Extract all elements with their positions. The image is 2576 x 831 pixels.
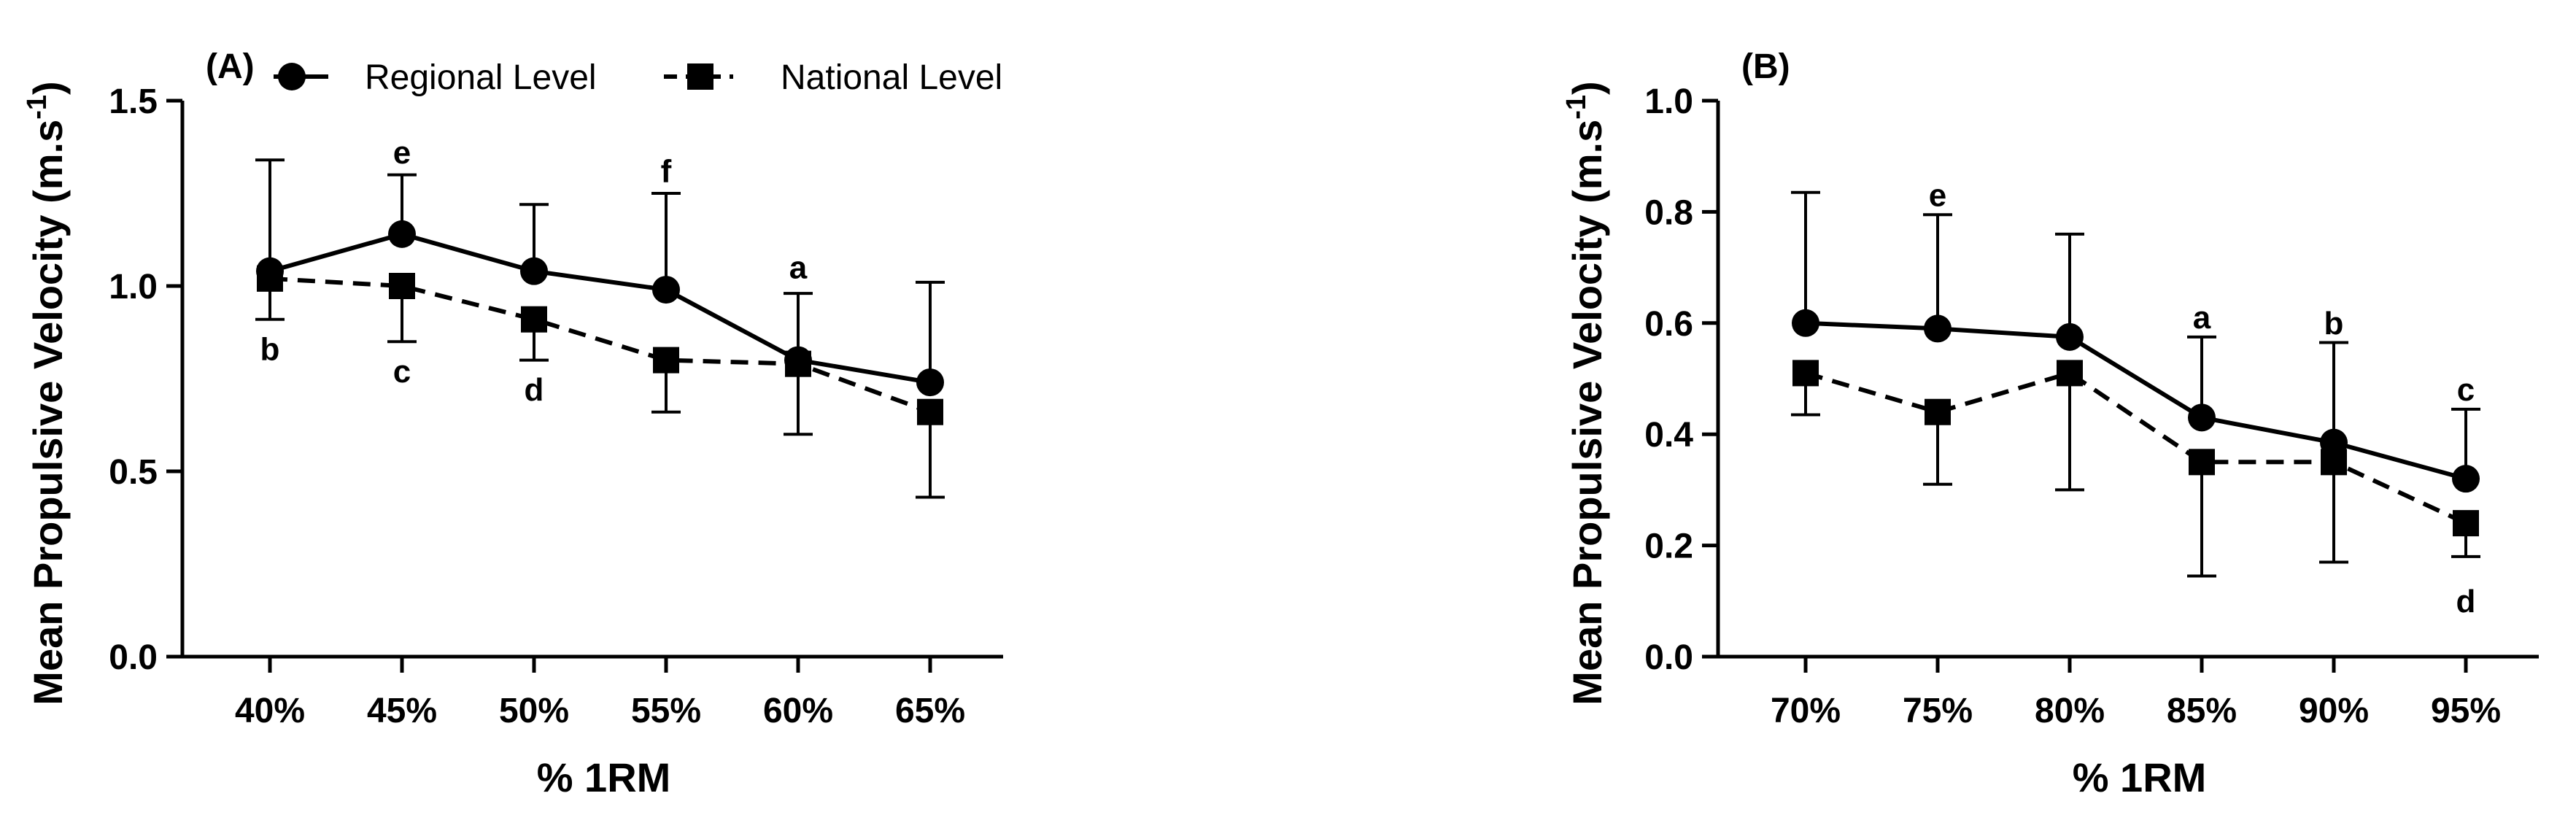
panel-a: 0.0 0.5 1.0 1.5 40% 45% 50% 55% 60% 65% % 1RM Mean … <box>22 47 1003 800</box>
y-tick-label: 1.5 <box>109 82 158 121</box>
y-axis-title-text: Mean Propulsive Velocity (m.s <box>25 120 71 706</box>
annotation-letter: c <box>393 354 411 390</box>
data-point-regional <box>916 368 944 397</box>
annotation-letter: f <box>661 154 672 190</box>
y-tick-label: 0.0 <box>1644 638 1693 677</box>
x-tick-label: 75% <box>1903 692 1973 730</box>
data-point-national <box>521 306 547 333</box>
x-tick-label: 70% <box>1771 692 1841 730</box>
data-point-regional <box>388 220 416 248</box>
series-line-national <box>1805 371 2467 525</box>
y-axis-title-superscript: -1 <box>22 95 53 120</box>
data-point-regional <box>1924 314 1952 343</box>
data-point-regional <box>2188 403 2216 432</box>
data-point-national <box>1792 360 1819 387</box>
y-tick-label: 0.2 <box>1644 527 1693 566</box>
data-point-national <box>2189 449 2215 476</box>
x-tick-label: 50% <box>499 692 569 730</box>
y-tick-label: 0.4 <box>1644 416 1693 455</box>
data-point-national <box>257 265 283 292</box>
x-tick-label: 85% <box>2167 692 2237 730</box>
y-tick-label: 0.5 <box>109 453 158 492</box>
x-axis-title: % 1RM <box>2073 754 2207 800</box>
series-line-regional <box>1805 320 2467 482</box>
data-point-regional <box>520 257 548 285</box>
x-tick-label: 55% <box>631 692 701 730</box>
y-axis-title-superscript: -1 <box>1561 95 1592 120</box>
panel-b: 0.0 0.2 0.4 0.6 0.8 1.0 70% 75% 80% 85% 90% 95% % 1R… <box>1561 47 2539 800</box>
y-tick-label: 0.8 <box>1644 193 1693 232</box>
annotation-letter: a <box>789 250 808 286</box>
legend-label-national: National Level <box>781 58 1002 97</box>
annotation-letter: c <box>2457 372 2475 408</box>
annotation-letter: a <box>2193 300 2211 336</box>
annotation-letter: d <box>525 372 544 408</box>
data-point-national <box>917 398 943 425</box>
x-tick-label: 65% <box>895 692 965 730</box>
annotation-letter: b <box>260 331 280 367</box>
annotation-letter: e <box>393 135 411 171</box>
y-tick-label: 0.0 <box>109 638 158 677</box>
y-axis-title: Mean Propulsive Velocity (m.s-1) <box>22 81 71 705</box>
x-tick-label: 45% <box>367 692 437 730</box>
panel-label: (A) <box>206 47 255 86</box>
series-line-regional <box>269 231 931 385</box>
data-point-national <box>389 273 415 299</box>
x-tick-label: 40% <box>235 692 305 730</box>
y-tick-label: 1.0 <box>109 268 158 306</box>
x-axis-title: % 1RM <box>537 754 671 800</box>
x-tick-label: 60% <box>763 692 833 730</box>
y-axis-title: Mean Propulsive Velocity (m.s-1) <box>1561 81 1610 705</box>
legend-marker-regional <box>278 63 306 90</box>
legend-marker-national <box>687 63 713 90</box>
data-point-regional <box>2056 322 2084 351</box>
data-point-national <box>785 350 811 377</box>
data-point-regional <box>2452 465 2480 493</box>
x-tick-label: 80% <box>2035 692 2105 730</box>
y-axis-title-text: Mean Propulsive Velocity (m.s <box>1564 120 1610 706</box>
y-tick-label: 1.0 <box>1644 82 1693 121</box>
data-point-national <box>1925 398 1951 425</box>
legend: Regional Level National Level <box>274 58 1002 97</box>
annotation-letter: e <box>1929 178 1946 214</box>
data-point-national <box>2057 360 2083 387</box>
data-point-national <box>653 347 679 374</box>
y-axis-title-close: ) <box>1564 81 1610 95</box>
x-tick-label: 95% <box>2431 692 2501 730</box>
x-tick-label: 90% <box>2299 692 2369 730</box>
data-point-regional <box>1792 309 1819 337</box>
data-point-national <box>2453 510 2479 537</box>
series-line-national <box>269 276 932 414</box>
y-axis-title-close: ) <box>25 81 71 95</box>
data-point-regional <box>652 276 680 304</box>
panel-label: (B) <box>1741 47 1790 86</box>
data-point-national <box>2321 449 2347 476</box>
annotation-letter: d <box>2456 584 2476 619</box>
annotation-letter: b <box>2324 306 2344 341</box>
legend-label-regional: Regional Level <box>365 58 597 97</box>
y-tick-label: 0.6 <box>1644 305 1693 344</box>
